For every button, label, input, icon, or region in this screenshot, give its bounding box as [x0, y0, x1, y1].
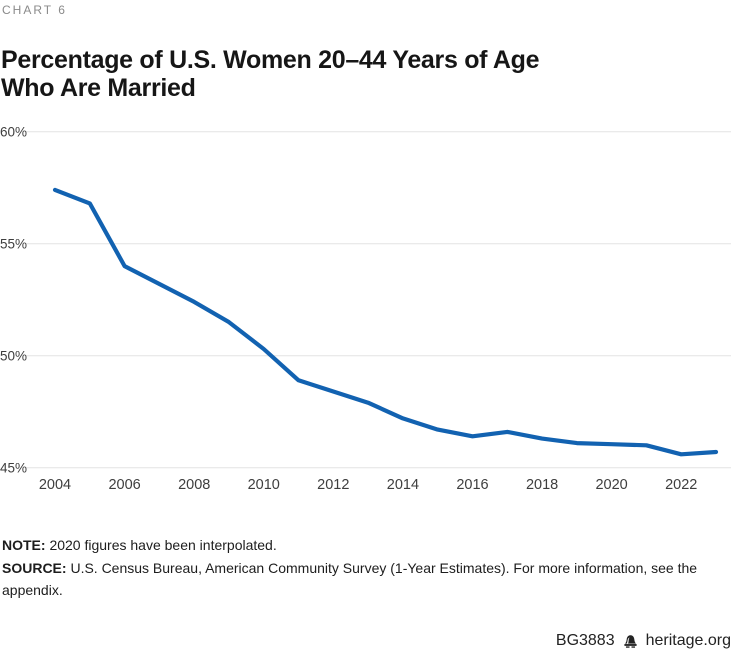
married-trend-line — [52, 187, 719, 457]
notes-block: NOTE: 2020 figures have been interpolate… — [2, 534, 714, 602]
page-title-line1: Percentage of U.S. Women 20–44 Years of … — [1, 45, 540, 74]
y-tick-label: 60% — [0, 125, 27, 140]
note-label: NOTE: — [2, 537, 46, 553]
footer-attribution: BG3883 heritage.org — [556, 632, 731, 650]
page-title: Percentage of U.S. Women 20–44 Years of … — [1, 46, 641, 102]
page-title-line2: Who Are Married — [1, 73, 196, 102]
heritage-bell-icon — [624, 634, 637, 648]
note-text: 2020 figures have been interpolated. — [49, 537, 277, 553]
x-tick-label: 2018 — [526, 477, 558, 493]
x-tick-label: 2010 — [248, 477, 280, 493]
y-tick-label: 55% — [0, 237, 27, 252]
x-tick-label: 2012 — [317, 477, 349, 493]
x-tick-label: 2006 — [108, 477, 140, 493]
y-tick-label: 50% — [0, 349, 27, 364]
site-name: heritage.org — [645, 632, 731, 649]
document-id: BG3883 — [555, 632, 615, 649]
source-label: SOURCE: — [2, 559, 67, 576]
source-line: SOURCE: U.S. Census Bureau, American Com… — [2, 557, 714, 602]
x-tick-label: 2022 — [665, 477, 697, 493]
x-tick-label: 2008 — [178, 477, 210, 493]
y-tick-label: 45% — [0, 461, 27, 476]
source-text: U.S. Census Bureau, American Community S… — [2, 559, 698, 599]
x-tick-label: 2014 — [387, 477, 419, 493]
line-chart: 60% 55% 50% 45% 2004 2006 2008 2010 2012 2014 2016… — [0, 125, 731, 493]
chart-number-label: CHART 6 — [2, 3, 67, 17]
note-line: NOTE: 2020 figures have been interpolate… — [2, 534, 714, 557]
x-tick-label: 2004 — [39, 477, 71, 493]
x-tick-label: 2016 — [456, 477, 488, 493]
x-tick-label: 2020 — [595, 477, 627, 493]
